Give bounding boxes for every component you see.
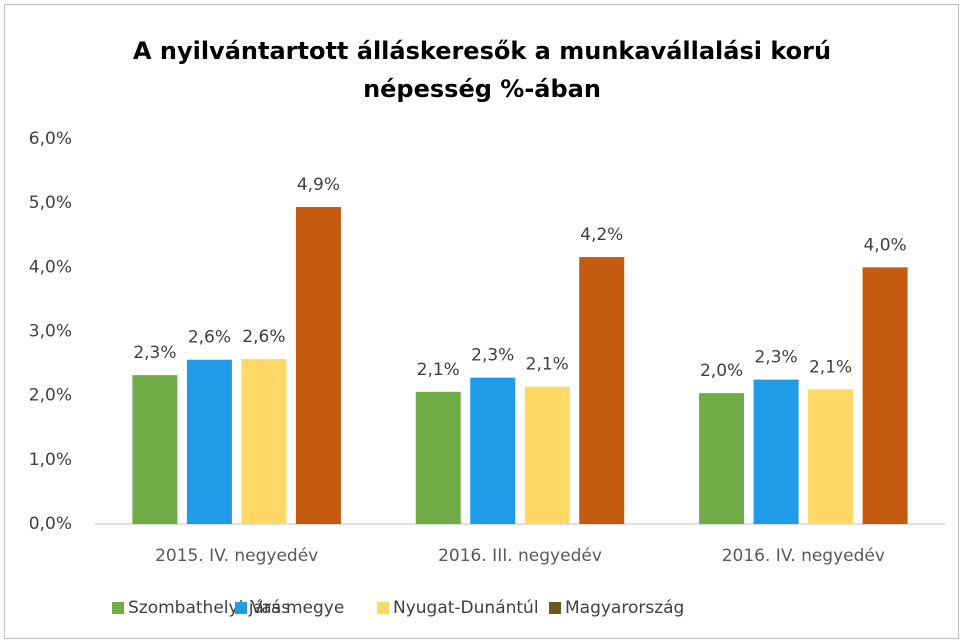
bar bbox=[579, 257, 625, 524]
chart-title: népesség %-ában bbox=[363, 75, 601, 103]
y-tick-label: 5,0% bbox=[29, 193, 72, 213]
legend-swatch bbox=[235, 602, 247, 614]
value-label: 2,3% bbox=[133, 343, 176, 363]
bar bbox=[862, 267, 908, 524]
value-label: 4,9% bbox=[297, 175, 340, 195]
bar bbox=[295, 207, 341, 524]
y-tick-label: 6,0% bbox=[29, 129, 72, 149]
chart-title: A nyilvántartott álláskeresők a munkavál… bbox=[133, 37, 831, 65]
value-label: 4,2% bbox=[580, 225, 623, 245]
legend-label: Vas megye bbox=[251, 598, 344, 618]
bar bbox=[241, 359, 287, 524]
bar bbox=[699, 393, 745, 524]
value-label: 2,0% bbox=[700, 361, 743, 381]
value-label: 2,6% bbox=[242, 327, 285, 347]
legend-swatch bbox=[549, 602, 561, 614]
bar bbox=[415, 391, 461, 524]
value-label: 2,6% bbox=[188, 328, 231, 348]
value-label: 2,1% bbox=[417, 360, 460, 380]
legend-label: Magyarország bbox=[565, 598, 684, 618]
value-label: 2,3% bbox=[471, 346, 514, 366]
chart-border bbox=[4, 4, 959, 639]
legend-label: Nyugat-Dunántúl bbox=[393, 598, 539, 618]
y-tick-label: 2,0% bbox=[29, 386, 72, 406]
value-label: 2,3% bbox=[754, 348, 797, 368]
y-tick-label: 1,0% bbox=[29, 450, 72, 470]
x-tick-label: 2016. III. negyedév bbox=[438, 546, 602, 566]
y-tick-label: 3,0% bbox=[29, 322, 72, 342]
value-label: 2,1% bbox=[809, 357, 852, 377]
x-tick-label: 2015. IV. negyedév bbox=[155, 546, 318, 566]
x-tick-label: 2016. IV. negyedév bbox=[722, 546, 885, 566]
bar bbox=[470, 377, 516, 524]
legend-swatch bbox=[112, 602, 124, 614]
legend-label: Szombathelyi járás bbox=[128, 598, 290, 618]
bar bbox=[132, 375, 178, 524]
bar bbox=[186, 359, 232, 524]
bar bbox=[753, 379, 799, 524]
y-tick-label: 0,0% bbox=[29, 514, 72, 534]
legend-swatch bbox=[377, 602, 389, 614]
bar bbox=[524, 386, 570, 524]
bar bbox=[808, 389, 854, 524]
value-label: 2,1% bbox=[526, 355, 569, 375]
value-label: 4,0% bbox=[863, 235, 906, 255]
y-tick-label: 4,0% bbox=[29, 257, 72, 277]
